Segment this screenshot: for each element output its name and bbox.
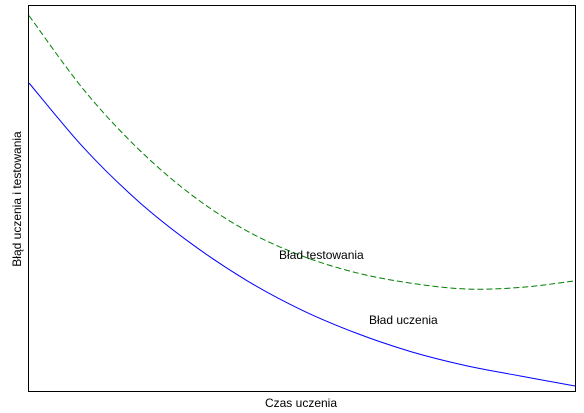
series-label-uczenia: Bład uczenia (369, 313, 438, 327)
series-line-uczenia (28, 82, 576, 387)
y-axis-label: Błąd uczenia i testowania (10, 131, 24, 267)
x-axis-label: Czas uczenia (265, 396, 337, 410)
series-layer (28, 15, 576, 387)
plot-frame (28, 5, 576, 392)
series-label-testowania: Bład testowania (279, 248, 364, 262)
